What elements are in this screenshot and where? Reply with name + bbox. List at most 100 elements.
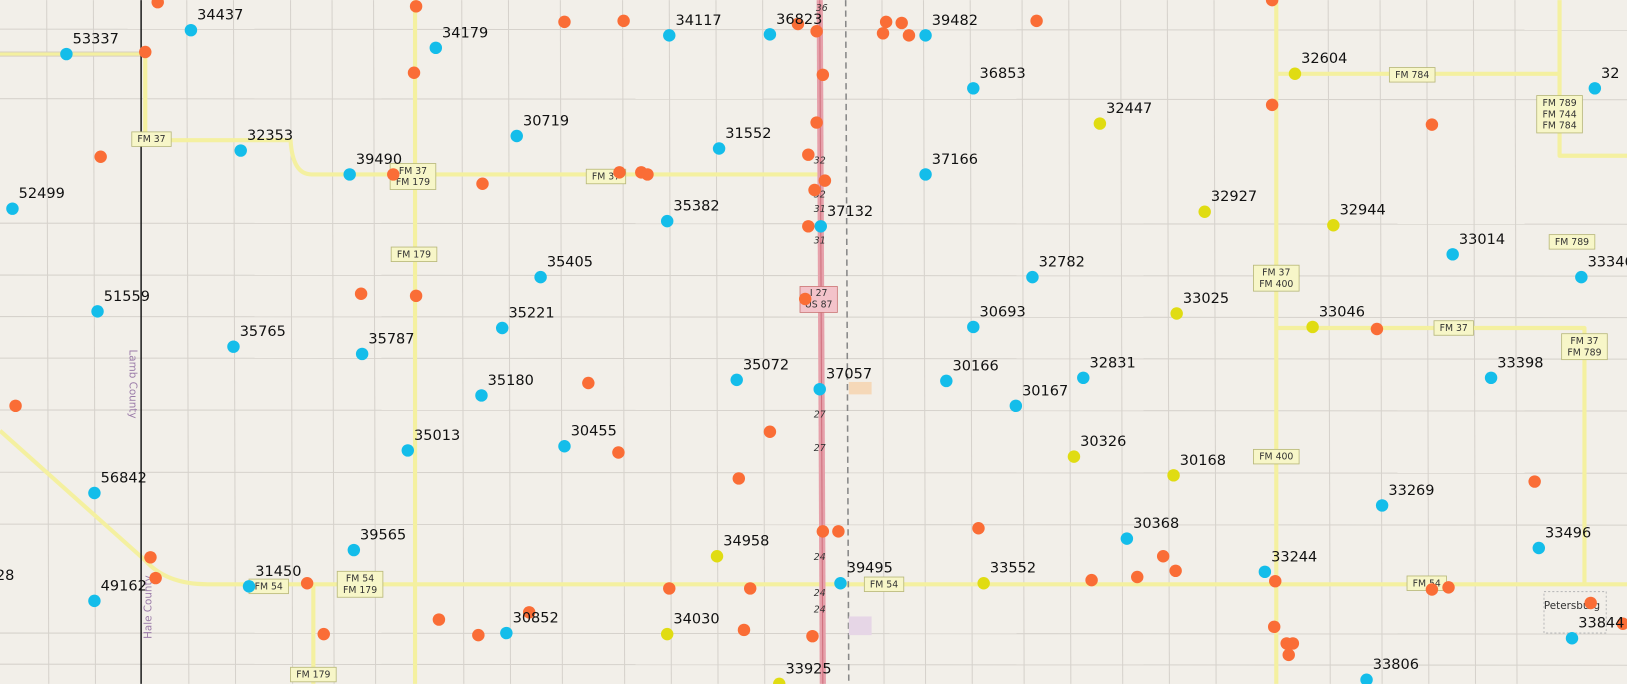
minor-road — [922, 0, 927, 684]
site-marker — [1009, 399, 1023, 413]
road-label: FM 179 — [397, 249, 431, 260]
road-label: FM 37 — [1262, 267, 1290, 278]
minor-road — [1166, 0, 1170, 684]
site-marker — [1120, 532, 1134, 545]
site-marker — [472, 628, 485, 642]
road-label: FM 744 — [1542, 109, 1576, 120]
site-label: 35405 — [547, 255, 593, 271]
site-marker — [1288, 67, 1302, 80]
site-marker — [1484, 371, 1498, 385]
site-marker — [347, 543, 361, 557]
minor-road — [1213, 0, 1217, 684]
minor-road — [461, 0, 465, 684]
site-label: 34179 — [442, 25, 488, 41]
minor-road — [0, 471, 1627, 474]
site-marker — [88, 486, 101, 500]
site-marker — [902, 29, 916, 42]
site-label: 30166 — [953, 358, 999, 374]
site-marker — [895, 16, 908, 30]
site-label: 39482 — [932, 13, 978, 29]
site-marker — [1565, 632, 1579, 645]
site-marker — [1425, 583, 1439, 596]
area — [848, 616, 872, 636]
site-marker — [617, 14, 630, 28]
site-marker — [1265, 0, 1279, 7]
site-marker — [1306, 320, 1319, 334]
site-marker — [1588, 82, 1602, 95]
minor-road — [668, 0, 672, 684]
site-marker — [9, 399, 22, 413]
site-marker — [354, 287, 368, 300]
road-label: FM 789 — [1567, 347, 1601, 358]
site-label: 32604 — [1301, 51, 1347, 67]
site-marker — [409, 289, 423, 303]
site-marker — [802, 220, 815, 233]
road-label: FM 37 — [1440, 323, 1468, 334]
minor-road — [46, 0, 50, 684]
site-label: 32944 — [1340, 203, 1386, 219]
site-label: 33014 — [1459, 232, 1505, 248]
site-marker — [1446, 248, 1459, 261]
site-marker — [401, 444, 415, 457]
route-number: 32 — [814, 155, 826, 166]
minor-road — [0, 357, 1627, 360]
site-label: 30852 — [513, 611, 559, 627]
site-label: 30455 — [571, 424, 617, 440]
site-marker — [227, 340, 240, 353]
site-label: 35013 — [414, 428, 460, 444]
place-name: Petersburg — [1544, 600, 1600, 612]
site-label: 52499 — [19, 186, 65, 202]
site-label: 34958 — [723, 534, 769, 550]
site-marker — [732, 472, 746, 485]
site-label: 30719 — [523, 114, 569, 130]
minor-road — [1472, 0, 1477, 684]
site-marker — [1575, 270, 1588, 284]
site-label: 33025 — [1183, 291, 1229, 307]
site-marker — [1167, 469, 1180, 482]
site-marker — [730, 373, 743, 387]
minor-road — [1068, 0, 1072, 684]
minor-road — [0, 409, 1627, 412]
site-marker — [409, 0, 423, 13]
minor-road — [1514, 0, 1518, 684]
site-marker — [814, 220, 827, 233]
site-label: 32782 — [1039, 255, 1085, 271]
site-marker — [834, 577, 847, 590]
road-shield — [863, 576, 905, 592]
road-label: FM 179 — [343, 585, 377, 596]
site-label: 32353 — [247, 128, 293, 144]
site-label: 35382 — [673, 199, 719, 215]
site-marker — [1030, 14, 1043, 28]
site-marker — [818, 174, 832, 187]
site-label: 33269 — [1388, 483, 1434, 499]
site-marker — [1370, 322, 1384, 336]
site-marker — [816, 68, 830, 82]
minor-road — [969, 0, 973, 684]
site-label: 51559 — [104, 289, 150, 305]
site-marker — [967, 320, 980, 334]
minor-road — [559, 0, 563, 684]
site-marker — [88, 594, 101, 608]
road — [0, 51, 820, 177]
road-label: FM 54 — [346, 574, 374, 585]
site-label: 30693 — [980, 304, 1026, 320]
site-marker — [710, 550, 724, 563]
site-marker — [1584, 596, 1597, 610]
site-label: 33046 — [1319, 304, 1365, 320]
site-label: 33806 — [1373, 657, 1419, 673]
site-label: 49162 — [101, 578, 147, 594]
road-label: FM 37 — [399, 166, 427, 177]
site-marker — [1616, 617, 1627, 630]
site-label: 33496 — [1545, 525, 1591, 541]
site-label: 33844 — [1578, 616, 1624, 632]
road-shield — [1548, 234, 1596, 250]
site-marker — [6, 202, 19, 215]
site-marker — [1170, 307, 1183, 320]
site-marker — [184, 23, 198, 37]
site-label: 37132 — [827, 204, 873, 220]
road — [1557, 0, 1627, 158]
